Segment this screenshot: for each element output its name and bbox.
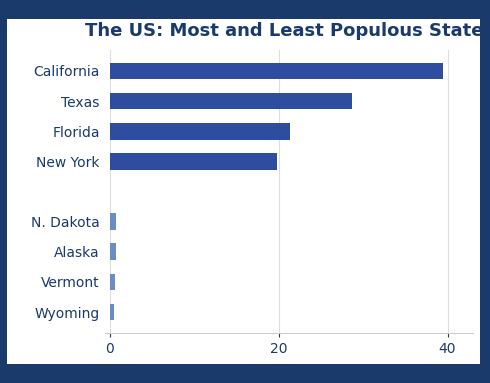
Bar <box>110 123 290 139</box>
Bar <box>110 63 443 79</box>
Bar <box>110 273 115 290</box>
Bar <box>110 153 277 170</box>
Title: The US: Most and Least Populous States: The US: Most and Least Populous States <box>85 22 490 40</box>
Bar <box>110 244 116 260</box>
Bar <box>110 93 352 110</box>
Bar <box>110 213 116 230</box>
X-axis label: Population in Millions, 2018: Population in Millions, 2018 <box>180 367 398 381</box>
Bar <box>110 304 115 320</box>
